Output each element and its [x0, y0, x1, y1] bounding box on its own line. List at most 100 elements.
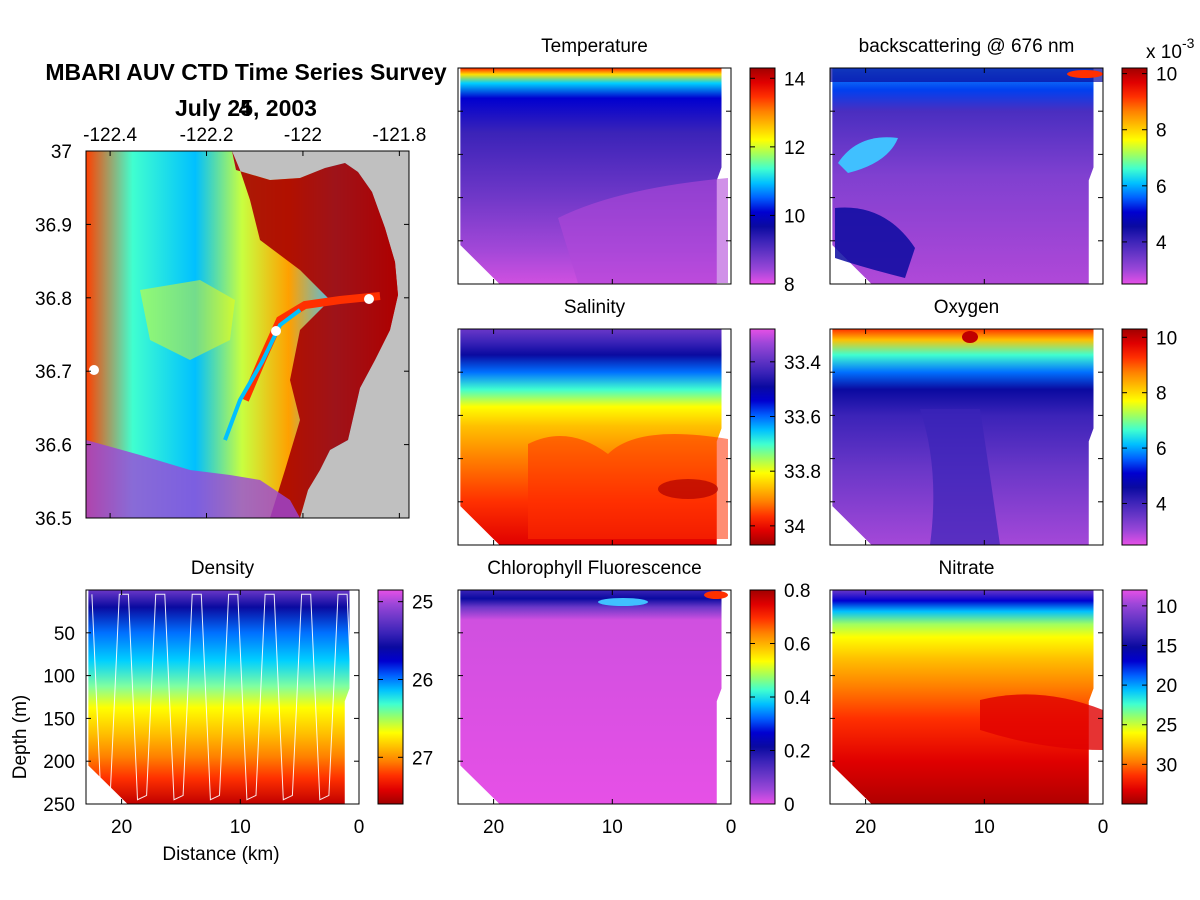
density-x-tick-label: 20: [111, 817, 132, 838]
salinity-patch: [528, 434, 728, 539]
backscattering-colorbar-scale: [1121, 67, 1148, 285]
density-colorbar-scale: [377, 589, 404, 805]
oxygen-axes-frame: [829, 328, 1104, 546]
backscattering-colorbar-tick-label: 6: [1156, 177, 1167, 198]
chlorophyll-colorbar-tick-label: 0.6: [784, 635, 810, 656]
density-title: Density: [191, 558, 255, 579]
backscattering-colorbar-tick-label: 8: [1156, 121, 1167, 142]
backscattering-colorbar-exponent: -3: [1182, 35, 1195, 51]
salinity-colorbar: 33.4 33.6 33.8 34: [749, 328, 821, 546]
map-x-tick-label: -122.4: [83, 125, 137, 146]
auv-track: [91, 593, 357, 801]
oxygen-title: Oxygen: [934, 297, 999, 318]
nitrate-colorbar: 10 15 20 25 30: [1121, 589, 1177, 805]
temperature-colorbar: 14 12 10 8: [749, 67, 806, 296]
map-station-marker: [364, 294, 374, 304]
chlorophyll-axes-frame: [457, 589, 732, 805]
chlorophyll-colorbar-tick-label: 0.2: [784, 742, 810, 763]
map-y-tick-label: 36.8: [35, 289, 72, 310]
density-x-tick-label: 0: [354, 817, 365, 838]
chlorophyll-colorbar: 0.8 0.6 0.4 0.2 0: [749, 581, 811, 816]
backscattering-title: backscattering @ 676 nm: [859, 36, 1075, 57]
chlorophyll-colorbar-tick-label: 0.8: [784, 581, 810, 602]
nitrate-colorbar-tick-label: 30: [1156, 755, 1177, 776]
nitrate-colorbar-tick-label: 25: [1156, 716, 1177, 737]
salinity-colorbar-scale: [749, 328, 776, 546]
salinity-colorbar-tick-label: 33.6: [784, 407, 821, 428]
map-y-tick-label: 36.7: [35, 362, 72, 383]
chlorophyll-x-tick-label: 0: [726, 817, 737, 838]
density-field: [88, 590, 350, 804]
chlorophyll-title: Chlorophyll Fluorescence: [487, 558, 701, 579]
nitrate-colorbar-tick-label: 15: [1156, 636, 1177, 657]
chlorophyll-x-tick-label: 10: [602, 817, 623, 838]
map-y-tick-label: 36.5: [35, 509, 72, 530]
backscattering-patch: [838, 137, 898, 173]
nitrate-axes-frame: [829, 589, 1104, 805]
map-coast-shelf: [232, 151, 398, 518]
salinity-colorbar-tick-label: 33.8: [784, 462, 821, 483]
chlorophyll-patch: [598, 598, 648, 606]
temperature-colorbar-tick-label: 10: [784, 206, 805, 227]
backscattering-colorbar-tick-label: 10: [1156, 65, 1177, 86]
chlorophyll-x-tick-label: 20: [483, 817, 504, 838]
nitrate-title: Nitrate: [939, 558, 995, 579]
oxygen-colorbar-tick-label: 10: [1156, 328, 1177, 349]
density-axes-frame: [85, 589, 360, 805]
density-y-tick-label: 200: [43, 752, 75, 773]
backscattering-surface-band: [830, 68, 1103, 82]
nitrate-x-tick-label: 20: [855, 817, 876, 838]
density-y-axis-label: Depth (m): [10, 695, 31, 779]
temperature-title: Temperature: [541, 36, 648, 57]
oxygen-colorbar-scale: [1121, 328, 1148, 546]
oxygen-panel: Oxygen 10 8 6 4: [829, 297, 1177, 546]
density-colorbar-tick-label: 26: [412, 670, 433, 691]
density-x-tick-label: 10: [230, 817, 251, 838]
figure-date-overprint: 4: [239, 95, 252, 121]
backscattering-patch: [1067, 70, 1103, 78]
map-y-tick-label: 37: [51, 142, 72, 163]
map-x-tick-label: -122: [284, 125, 322, 146]
map-plateau: [140, 280, 235, 360]
density-colorbar-tick-label: 25: [412, 593, 433, 614]
map-station-marker: [271, 326, 281, 336]
salinity-colorbar-tick-label: 33.4: [784, 353, 821, 374]
salinity-panel: Salinity 33.4 33.6 33.8 34: [457, 297, 821, 546]
density-y-tick-label: 100: [43, 667, 75, 688]
nitrate-colorbar-tick-label: 20: [1156, 676, 1177, 697]
temperature-axes-frame: [457, 67, 732, 285]
oxygen-patch: [962, 331, 978, 343]
backscattering-colorbar-tick-label: 4: [1156, 233, 1167, 254]
nitrate-x-tick-label: 10: [974, 817, 995, 838]
map-y-tick-label: 36.9: [35, 215, 72, 236]
salinity-axes-frame: [457, 328, 732, 546]
chlorophyll-patch: [704, 591, 728, 599]
density-y-tick-label: 250: [43, 795, 75, 816]
density-colorbar-tick-label: 27: [412, 748, 433, 769]
salinity-colorbar-tick-label: 34: [784, 517, 806, 538]
chlorophyll-colorbar-tick-label: 0: [784, 795, 795, 816]
oxygen-colorbar: 10 8 6 4: [1121, 328, 1177, 546]
figure-date: July 25, 2003: [175, 95, 317, 121]
chlorophyll-field: [460, 590, 722, 804]
nitrate-colorbar-scale: [1121, 589, 1148, 805]
backscattering-panel: backscattering @ 676 nm 10 8 6 4 x 10 -3: [829, 35, 1195, 285]
temperature-panel: Temperature 14 12 10 8: [457, 36, 806, 296]
map-axes-frame: [85, 150, 410, 519]
backscattering-colorbar-multiplier: x 10: [1146, 42, 1182, 63]
backscattering-patch: [835, 207, 915, 278]
temperature-colorbar-tick-label: 12: [784, 138, 805, 159]
backscattering-axes-frame: [829, 67, 1104, 285]
chlorophyll-colorbar-tick-label: 0.4: [784, 688, 811, 709]
oxygen-colorbar-tick-label: 4: [1156, 494, 1167, 515]
density-colorbar: 25 26 27: [377, 589, 433, 805]
map-x-tick-label: -121.8: [372, 125, 426, 146]
temperature-colorbar-scale: [749, 67, 776, 285]
map-panel: -122.4 -122.2 -122 -121.8 37 36.9 36.8 36.7 36.6…: [35, 125, 426, 530]
temperature-patch: [558, 178, 728, 283]
nitrate-patch: [980, 694, 1103, 750]
density-x-axis-label: Distance (km): [162, 844, 279, 865]
